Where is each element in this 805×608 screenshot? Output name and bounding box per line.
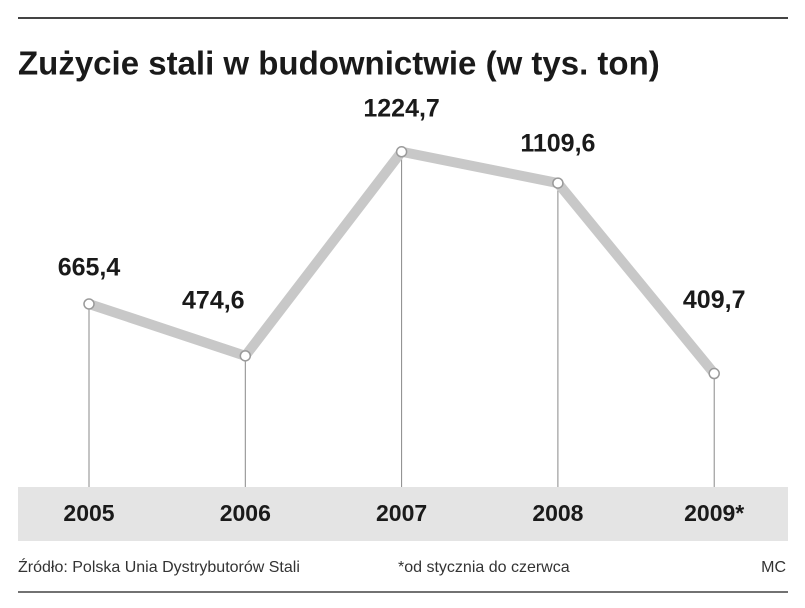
data-point xyxy=(708,367,720,380)
source: Źródło: Polska Unia Dystrybutorów Stali xyxy=(18,557,300,576)
value-label: 1109,6 xyxy=(520,130,595,158)
data-point xyxy=(395,146,408,158)
value-label: 409,7 xyxy=(683,286,746,314)
value-label: 665,4 xyxy=(58,254,121,282)
x-tick-label: 2005 xyxy=(63,500,114,526)
category-band xyxy=(18,487,788,541)
x-tick-label: 2009* xyxy=(684,500,744,526)
x-tick-label: 2007 xyxy=(376,500,427,526)
credit: MC xyxy=(761,559,786,576)
data-point xyxy=(83,298,95,310)
value-label: 474,6 xyxy=(182,286,245,314)
value-label: 1224,7 xyxy=(363,94,439,122)
data-point xyxy=(552,177,564,189)
x-tick-label: 2008 xyxy=(532,500,583,526)
x-tick-label: 2006 xyxy=(220,500,271,526)
chart-title: Zużycie stali w budownictwie (w tys. ton… xyxy=(18,45,660,82)
note: *od stycznia do czerwca xyxy=(398,559,570,576)
data-point xyxy=(239,350,252,362)
